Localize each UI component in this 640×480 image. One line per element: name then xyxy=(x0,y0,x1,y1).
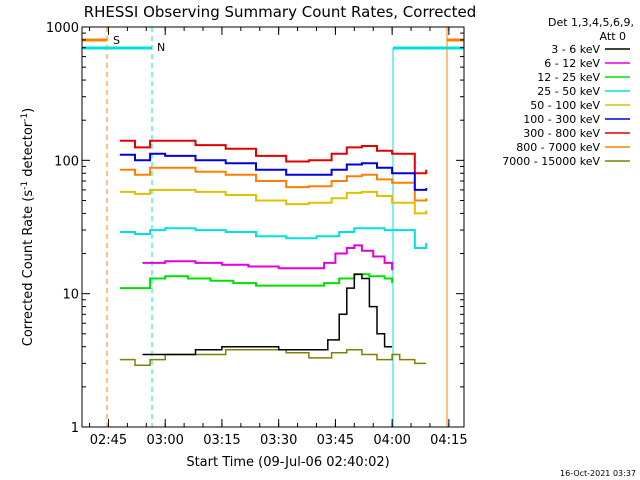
series-line-6 xyxy=(119,152,428,191)
y-axis-label-part2: detector xyxy=(21,121,36,181)
y-axis-label-part3: ) xyxy=(21,108,36,113)
legend-label: 6 - 12 keV xyxy=(544,57,600,70)
x-tick-label: 02:45 xyxy=(90,433,127,448)
plot-frame xyxy=(81,26,465,428)
y-axis-label-sup1: -1 xyxy=(20,181,30,190)
legend-label: 25 - 50 keV xyxy=(537,85,600,98)
series-line-5 xyxy=(119,188,428,215)
legend-label: 800 - 7000 keV xyxy=(516,141,600,154)
legend-label: 100 - 300 keV xyxy=(523,113,600,126)
x-axis-label: Start Time (09-Jul-06 02:40:02) xyxy=(186,455,389,470)
event-markers: SN xyxy=(82,27,464,427)
legend-header-line1: Det 1,3,4,5,6,9, xyxy=(548,16,634,29)
series-line-3 xyxy=(119,273,394,290)
series-line-9 xyxy=(119,348,427,367)
series-line-8 xyxy=(119,166,428,202)
plot-area: SN 02:45 03:00 03:15 03:30 03:45 04:00 04:15 1… xyxy=(46,21,468,448)
series-line-2 xyxy=(142,244,394,271)
legend-label: 50 - 100 keV xyxy=(530,99,600,112)
x-tick-label: 03:15 xyxy=(203,433,240,448)
x-tick-label: 04:00 xyxy=(373,433,410,448)
legend-label: 12 - 25 keV xyxy=(537,71,600,84)
legend-label: 3 - 6 keV xyxy=(551,43,600,56)
y-axis-label: Corrected Count Rate (s-1 detector-1) xyxy=(20,108,36,346)
y-axis-label-part1: Corrected Count Rate (s xyxy=(21,190,36,347)
y-tick-label: 1 xyxy=(71,421,79,436)
legend-label: 7000 - 15000 keV xyxy=(502,155,600,168)
x-tick-label: 04:15 xyxy=(430,433,467,448)
y-axis-label-sup2: -1 xyxy=(20,113,30,122)
x-tick-label: 03:00 xyxy=(146,433,183,448)
series-layer xyxy=(119,139,428,367)
annotation-s: S xyxy=(113,34,120,47)
series-line-1 xyxy=(142,273,393,356)
y-tick-label: 100 xyxy=(54,154,79,169)
annotation-n: N xyxy=(157,41,165,54)
series-line-4 xyxy=(119,227,428,249)
x-tick-label: 03:30 xyxy=(260,433,297,448)
legend-header-line2: Att 0 xyxy=(600,30,626,43)
x-tick-label: 03:45 xyxy=(317,433,354,448)
chart-title: RHESSI Observing Summary Count Rates, Co… xyxy=(84,3,477,21)
series-line-7 xyxy=(119,139,428,175)
y-tick-label: 1000 xyxy=(46,21,79,36)
legend-label: 300 - 800 keV xyxy=(523,127,600,140)
y-tick-label: 10 xyxy=(62,288,79,303)
timestamp: 16-Oct-2021 03:37 xyxy=(560,469,636,478)
x-axis-ticks: 02:45 03:00 03:15 03:30 03:45 04:00 04:15 xyxy=(89,27,468,448)
y-axis-ticks: 1 10 100 1000 xyxy=(46,21,464,436)
